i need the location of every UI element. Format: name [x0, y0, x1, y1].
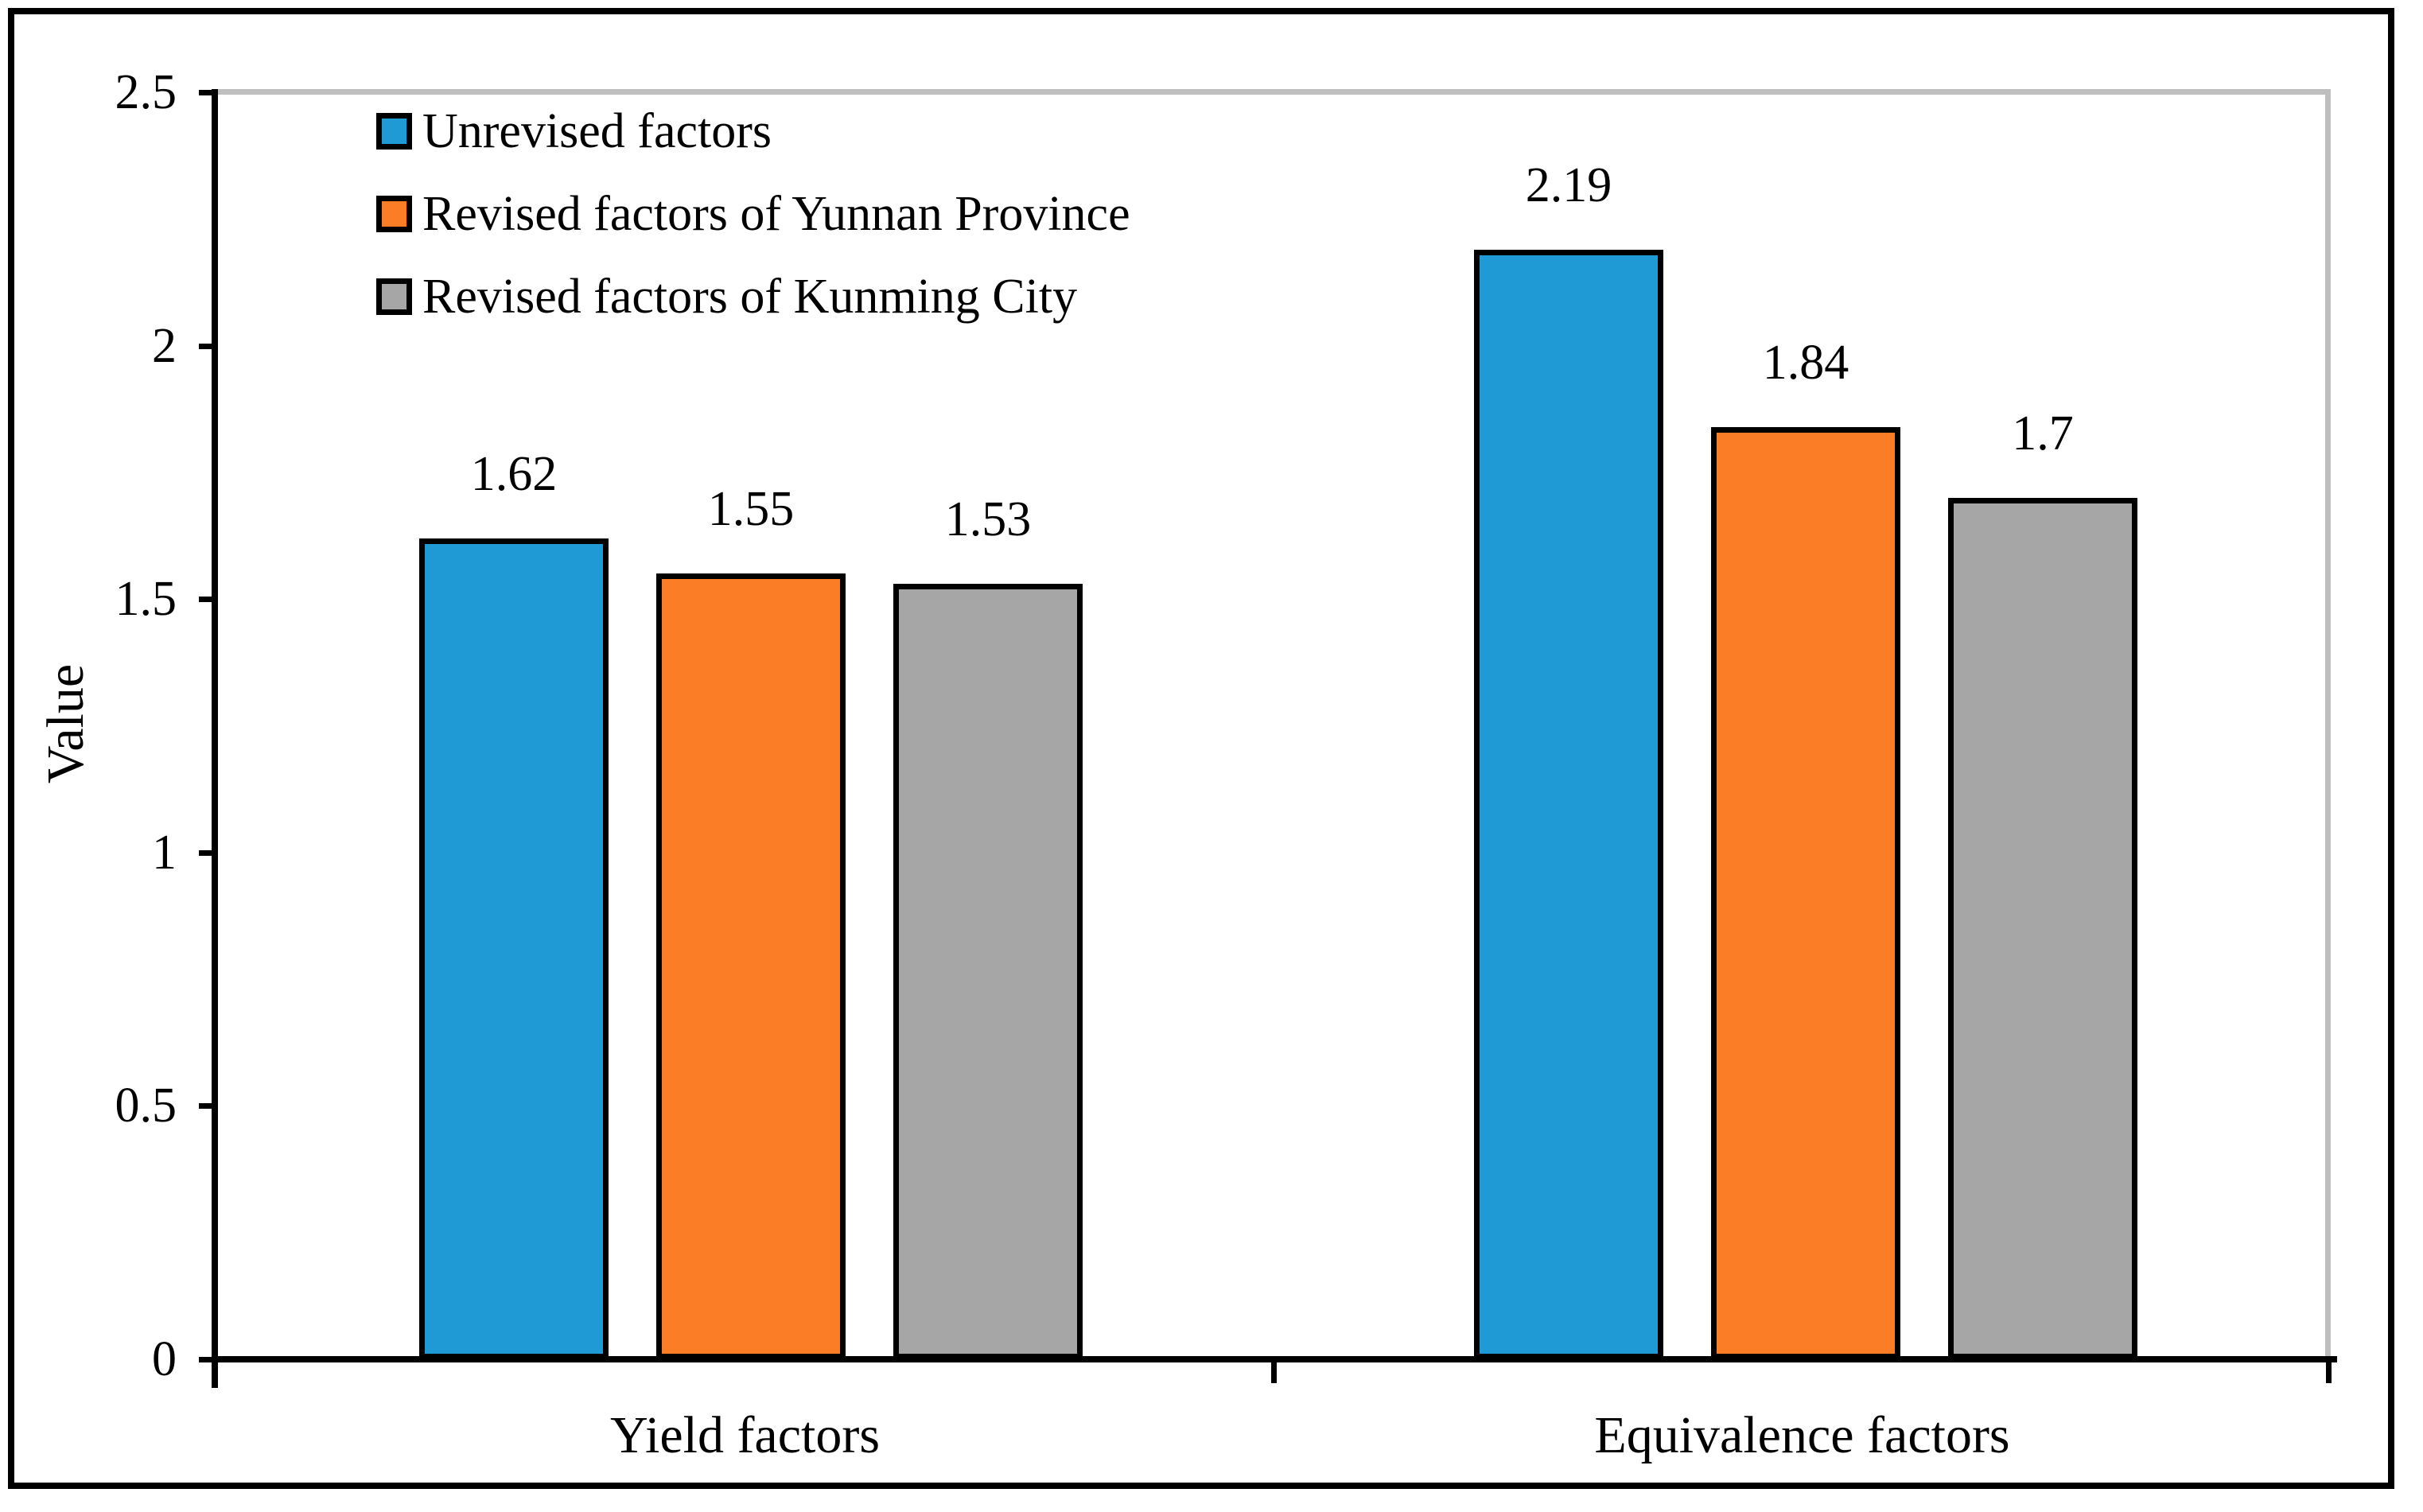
plot-right-edge-line	[2325, 89, 2331, 1362]
plot-top-edge-line	[218, 89, 2331, 95]
bar-equivalence-factors-series-2	[1948, 497, 2137, 1359]
y-axis-tick	[199, 90, 212, 95]
y-axis-tick	[199, 597, 212, 603]
y-axis-line	[212, 89, 218, 1388]
legend-swatch-gray-icon	[376, 278, 412, 315]
y-tick-label: 2	[152, 318, 177, 373]
bar-yield-factors-series-2	[893, 584, 1083, 1359]
y-tick-label: 1	[152, 825, 177, 880]
x-axis-tick	[2326, 1362, 2332, 1383]
x-axis-tick	[1271, 1362, 1277, 1383]
y-tick-label: 2.5	[115, 65, 177, 119]
legend-item-revised-kunming: Revised factors of Kunming City	[376, 272, 1077, 321]
y-axis-tick	[199, 1357, 212, 1362]
bar-value-label: 1.7	[2012, 406, 2074, 461]
bar-equivalence-factors-series-0	[1474, 249, 1663, 1359]
bar-value-label: 1.62	[470, 446, 558, 501]
y-tick-label: 0	[152, 1332, 177, 1386]
legend-item-unrevised-factors: Unrevised factors	[376, 107, 772, 156]
legend-label: Unrevised factors	[422, 104, 772, 158]
legend-item-revised-yunnan: Revised factors of Yunnan Province	[376, 189, 1130, 239]
bar-value-label: 1.55	[707, 482, 795, 537]
legend-swatch-blue-icon	[376, 113, 412, 150]
legend-swatch-orange-icon	[376, 196, 412, 232]
bar-value-label: 1.53	[944, 492, 1032, 547]
y-axis-tick	[199, 343, 212, 349]
x-category-label-yield-factors: Yield factors	[609, 1406, 881, 1464]
bar-yield-factors-series-1	[656, 573, 846, 1359]
y-axis-tick	[199, 849, 212, 856]
x-axis-line	[212, 1356, 2337, 1362]
legend-label: Revised factors of Kunming City	[422, 270, 1078, 324]
bar-equivalence-factors-series-1	[1711, 426, 1900, 1359]
y-tick-label: 1.5	[115, 572, 177, 627]
legend-label: Revised factors of Yunnan Province	[422, 187, 1130, 241]
y-tick-label: 0.5	[115, 1079, 177, 1133]
x-category-label-equivalence-factors: Equivalence factors	[1594, 1406, 2010, 1464]
bar-value-label: 2.19	[1525, 157, 1612, 212]
y-axis-tick	[199, 1103, 212, 1110]
bar-value-label: 1.84	[1762, 335, 1849, 390]
bar-yield-factors-series-0	[419, 538, 609, 1359]
